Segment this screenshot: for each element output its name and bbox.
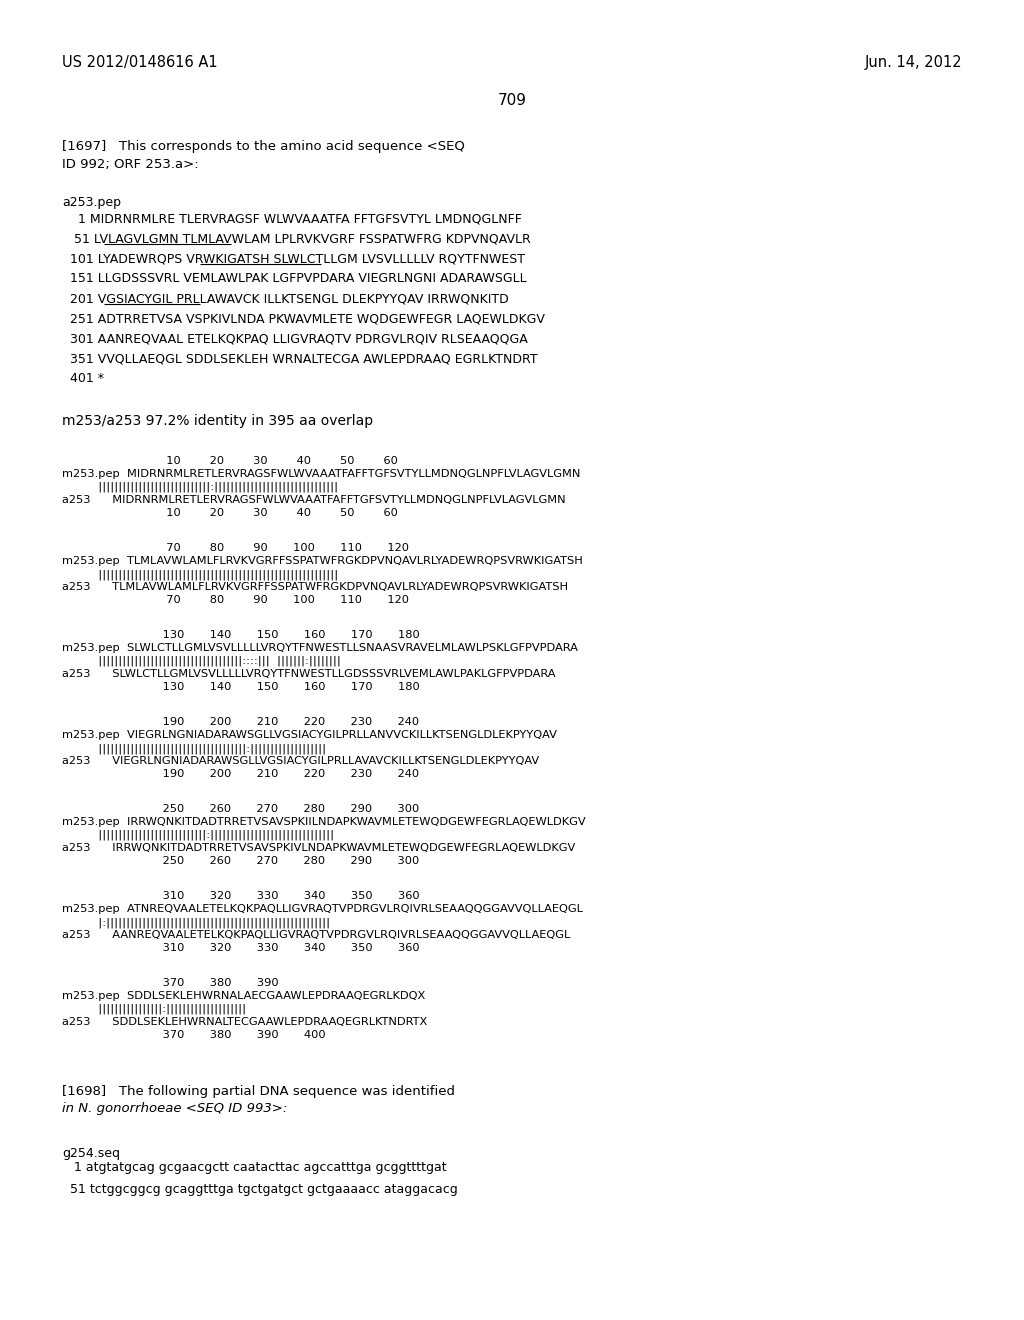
Text: a253      MIDRNRMLRETLERVRAGSFWLWVAAATFAFFTGFSVTYLLMDNQGLNPFLVLAGVLGMN: a253 MIDRNRMLRETLERVRAGSFWLWVAAATFAFFTGF…: [62, 495, 565, 506]
Text: Jun. 14, 2012: Jun. 14, 2012: [864, 55, 962, 70]
Text: a253      AANREQVAALETELKQKPAQLLIGVRAQTVPDRGVLRQIVRLSEAAQQGGAVVQLLAEQGL: a253 AANREQVAALETELKQKPAQLLIGVRAQTVPDRGV…: [62, 931, 570, 940]
Text: 401 *: 401 *: [62, 372, 104, 385]
Text: ||||||||||||||||||||||||||||||||||||::::|||  |||||||:||||||||: ||||||||||||||||||||||||||||||||||||::::…: [62, 656, 341, 667]
Text: a253      VIEGRLNGNIADARAWSGLLVGSIACYGILPRLLAVAVCKILLKTSENGLDLEKPYYQAV: a253 VIEGRLNGNIADARAWSGLLVGSIACYGILPRLLA…: [62, 756, 539, 766]
Text: ||||||||||||||||||||||||||||:|||||||||||||||||||||||||||||||: ||||||||||||||||||||||||||||:|||||||||||…: [62, 482, 338, 492]
Text: a253.pep: a253.pep: [62, 195, 121, 209]
Text: 370       380       390: 370 380 390: [130, 978, 279, 987]
Text: ||||||||||||||||:||||||||||||||||||||: ||||||||||||||||:||||||||||||||||||||: [62, 1005, 246, 1015]
Text: 201 VGSIACYGIL PRLLAWAVCK ILLKTSENGL DLEKPYYQAV IRRWQNKITD: 201 VGSIACYGIL PRLLAWAVCK ILLKTSENGL DLE…: [62, 292, 509, 305]
Text: [1698]   The following partial DNA sequence was identified: [1698] The following partial DNA sequenc…: [62, 1085, 455, 1098]
Text: |||||||||||||||||||||||||||||||||||||:|||||||||||||||||||: |||||||||||||||||||||||||||||||||||||:||…: [62, 743, 326, 754]
Text: a253      TLMLAVWLAMLFLRVKVGRFFSSPATWFRGKDPVNQAVLRLYADEWRQPSVRWKIGATSH: a253 TLMLAVWLAMLFLRVKVGRFFSSPATWFRGKDPVN…: [62, 582, 568, 591]
Text: 101 LYADEWRQPS VRWKIGATSH SLWLCTLLGM LVSVLLLLLV RQYTFNWEST: 101 LYADEWRQPS VRWKIGATSH SLWLCTLLGM LVS…: [62, 252, 525, 265]
Text: 10        20        30        40        50        60: 10 20 30 40 50 60: [130, 508, 398, 517]
Text: a253      SDDLSEKLEHWRNALTECGAAWLEPDRAAQEGRLKTNDRTX: a253 SDDLSEKLEHWRNALTECGAAWLEPDRAAQEGRLK…: [62, 1016, 427, 1027]
Text: m253.pep  VIEGRLNGNIADARAWSGLLVGSIACYGILPRLLANVVCKILLKTSENGLDLEKPYYQAV: m253.pep VIEGRLNGNIADARAWSGLLVGSIACYGILP…: [62, 730, 557, 741]
Text: m253.pep  ATNREQVAALETELKQKPAQLLIGVRAQTVPDRGVLRQIVRLSEAAQQGGAVVQLLAEQGL: m253.pep ATNREQVAALETELKQKPAQLLIGVRAQTVP…: [62, 904, 583, 913]
Text: m253/a253 97.2% identity in 395 aa overlap: m253/a253 97.2% identity in 395 aa overl…: [62, 414, 373, 428]
Text: 70        80        90       100       110       120: 70 80 90 100 110 120: [130, 543, 409, 553]
Text: 351 VVQLLAEQGL SDDLSEKLEH WRNALTECGA AWLEPDRAAQ EGRLKTNDRT: 351 VVQLLAEQGL SDDLSEKLEH WRNALTECGA AWL…: [62, 352, 538, 366]
Text: 10        20        30        40        50        60: 10 20 30 40 50 60: [130, 455, 398, 466]
Text: 251 ADTRRETVSA VSPKIVLNDA PKWAVMLETE WQDGEWFEGR LAQEWLDKGV: 251 ADTRRETVSA VSPKIVLNDA PKWAVMLETE WQD…: [62, 312, 545, 325]
Text: 250       260       270       280       290       300: 250 260 270 280 290 300: [130, 804, 419, 814]
Text: 250       260       270       280       290       300: 250 260 270 280 290 300: [130, 855, 419, 866]
Text: US 2012/0148616 A1: US 2012/0148616 A1: [62, 55, 218, 70]
Text: 51 LVLAGVLGMN TLMLAVWLAM LPLRVKVGRF FSSPATWFRG KDPVNQAVLR: 51 LVLAGVLGMN TLMLAVWLAM LPLRVKVGRF FSSP…: [62, 232, 530, 246]
Text: ||||||||||||||||||||||||||||||||||||||||||||||||||||||||||||: ||||||||||||||||||||||||||||||||||||||||…: [62, 569, 338, 579]
Text: 370       380       390       400: 370 380 390 400: [130, 1030, 326, 1040]
Text: in N. gonorrhoeae <SEQ ID 993>:: in N. gonorrhoeae <SEQ ID 993>:: [62, 1102, 288, 1115]
Text: 190       200       210       220       230       240: 190 200 210 220 230 240: [130, 770, 419, 779]
Text: 70        80        90       100       110       120: 70 80 90 100 110 120: [130, 595, 409, 605]
Text: |||||||||||||||||||||||||||:|||||||||||||||||||||||||||||||: |||||||||||||||||||||||||||:||||||||||||…: [62, 830, 334, 841]
Text: 310       320       330       340       350       360: 310 320 330 340 350 360: [130, 942, 420, 953]
Text: g254.seq: g254.seq: [62, 1147, 120, 1160]
Text: 1 MIDRNRMLRE TLERVRAGSF WLWVAAATFA FFTGFSVTYL LMDNQGLNFF: 1 MIDRNRMLRE TLERVRAGSF WLWVAAATFA FFTGF…: [62, 213, 522, 224]
Text: m253.pep  MIDRNRMLRETLERVRAGSFWLWVAAATFAFFTGFSVTYLLMDNQGLNPFLVLAGVLGMN: m253.pep MIDRNRMLRETLERVRAGSFWLWVAAATFAF…: [62, 469, 581, 479]
Text: m253.pep  SLWLCTLLGMLVSVLLLLLVRQYTFNWESTLLSNAASVRAVELMLAWLPSKLGFPVPDARA: m253.pep SLWLCTLLGMLVSVLLLLLVRQYTFNWESTL…: [62, 643, 578, 653]
Text: m253.pep  IRRWQNKITDADTRRETVSAVSPKIILNDAPKWAVMLETEWQDGEWFEGRLAQEWLDKGV: m253.pep IRRWQNKITDADTRRETVSAVSPKIILNDAP…: [62, 817, 586, 828]
Text: 190       200       210       220       230       240: 190 200 210 220 230 240: [130, 717, 419, 727]
Text: 1 atgtatgcag gcgaacgctt caatacttac agccatttga gcggttttgat: 1 atgtatgcag gcgaacgctt caatacttac agcca…: [62, 1162, 446, 1173]
Text: 130       140       150       160       170       180: 130 140 150 160 170 180: [130, 682, 420, 692]
Text: 51 tctggcggcg gcaggtttga tgctgatgct gctgaaaacc ataggacacg: 51 tctggcggcg gcaggtttga tgctgatgct gctg…: [62, 1183, 458, 1196]
Text: a253      SLWLCTLLGMLVSVLLLLLVRQYTFNWESTLLGDSSSVRLVEMLAWLPAKLGFPVPDARA: a253 SLWLCTLLGMLVSVLLLLLVRQYTFNWESTLLGDS…: [62, 669, 555, 678]
Text: a253      IRRWQNKITDADTRRETVSAVSPKIVLNDAPKWAVMLETEWQDGEWFEGRLAQEWLDKGV: a253 IRRWQNKITDADTRRETVSAVSPKIVLNDAPKWAV…: [62, 843, 575, 853]
Text: [1697]   This corresponds to the amino acid sequence <SEQ: [1697] This corresponds to the amino aci…: [62, 140, 465, 153]
Text: 151 LLGDSSSVRL VEMLAWLPAK LGFPVPDARA VIEGRLNGNI ADARAWSGLL: 151 LLGDSSSVRL VEMLAWLPAK LGFPVPDARA VIE…: [62, 272, 526, 285]
Text: 310       320       330       340       350       360: 310 320 330 340 350 360: [130, 891, 420, 902]
Text: m253.pep  TLMLAVWLAMLFLRVKVGRFFSSPATWFRGKDPVNQAVLRLYADEWRQPSVRWKIGATSH: m253.pep TLMLAVWLAMLFLRVKVGRFFSSPATWFRGK…: [62, 556, 583, 566]
Text: 301 AANREQVAAL ETELKQKPAQ LLIGVRAQTV PDRGVLRQIV RLSEAAQQGA: 301 AANREQVAAL ETELKQKPAQ LLIGVRAQTV PDR…: [62, 333, 527, 345]
Text: ID 992; ORF 253.a>:: ID 992; ORF 253.a>:: [62, 158, 199, 172]
Text: 709: 709: [498, 92, 526, 108]
Text: m253.pep  SDDLSEKLEHWRNALAECGAAWLEPDRAAQEGRLKDQX: m253.pep SDDLSEKLEHWRNALAECGAAWLEPDRAAQE…: [62, 991, 425, 1001]
Text: 130       140       150       160       170       180: 130 140 150 160 170 180: [130, 630, 420, 640]
Text: |:||||||||||||||||||||||||||||||||||||||||||||||||||||||||: |:||||||||||||||||||||||||||||||||||||||…: [62, 917, 330, 928]
